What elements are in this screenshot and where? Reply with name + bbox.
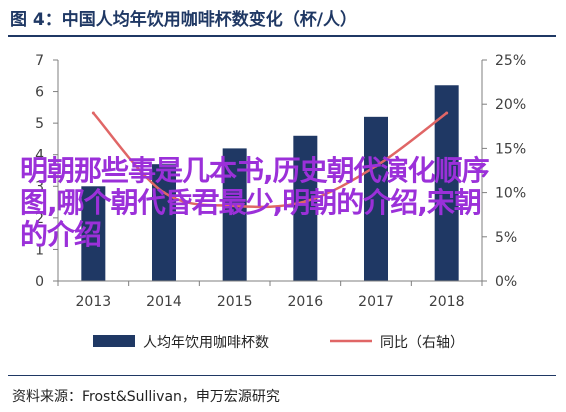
bar-2016 <box>293 135 318 281</box>
bar-2015 <box>222 148 247 281</box>
y2-tick-label: 20% <box>495 97 526 113</box>
source-note: 资料来源：Frost&Sullivan，申万宏源研究 <box>12 389 280 405</box>
watermark-overlay-text: 明朝那些事是几本书,历史朝代演化顺序图,哪个朝代昏君最少,明朝的介绍,宋朝的介绍 <box>20 154 490 251</box>
y-tick-label: 2 <box>35 211 44 227</box>
x-tick-label: 2016 <box>288 294 324 310</box>
legend-label-bar: 人均年饮用咖啡杯数 <box>143 335 269 351</box>
figure-title: 图 4：中国人均年饮用咖啡杯数变化（杯/人） <box>10 10 357 30</box>
y2-tick-label: 10% <box>495 186 526 202</box>
y-tick-label: 6 <box>35 85 44 101</box>
x-tick-label: 2017 <box>358 294 394 310</box>
y-tick-label: 0 <box>35 274 44 290</box>
line-point-2017 <box>374 164 378 168</box>
line-point-2014 <box>162 191 166 195</box>
bar-2014 <box>152 164 176 281</box>
title-divider <box>8 35 556 37</box>
bar-2017 <box>364 116 388 281</box>
line-point-2018 <box>445 111 449 115</box>
line-point-2013 <box>91 111 95 115</box>
y2-tick-label: 15% <box>495 141 526 157</box>
y-tick-label: 4 <box>35 148 44 164</box>
y2-tick-label: 0% <box>495 274 517 290</box>
x-tick-label: 2015 <box>217 294 253 310</box>
x-tick-label: 2018 <box>429 294 465 310</box>
y2-tick-label: 25% <box>495 53 526 69</box>
bar-2013 <box>81 186 106 281</box>
legend-swatch-bar <box>93 335 135 347</box>
y-tick-label: 7 <box>35 53 44 69</box>
y2-tick-label: 5% <box>495 230 517 246</box>
x-tick-label: 2013 <box>76 294 112 310</box>
line-point-2016 <box>303 199 307 203</box>
line-point-2015 <box>233 204 237 208</box>
y-tick-label: 5 <box>35 116 44 132</box>
x-tick-label: 2014 <box>146 294 182 310</box>
legend-label-line: 同比（右轴） <box>380 335 464 351</box>
y-tick-label: 3 <box>35 179 44 195</box>
series-line-yoy <box>92 112 448 209</box>
y-tick-label: 1 <box>35 242 44 258</box>
footer-divider <box>8 375 556 376</box>
